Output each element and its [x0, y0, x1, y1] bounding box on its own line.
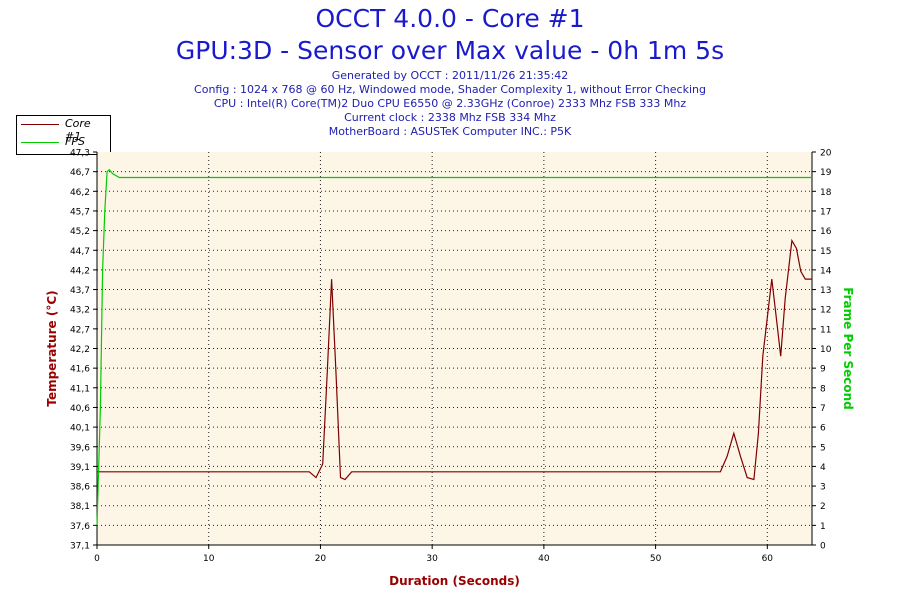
y-left-tick-label: 40,1	[70, 424, 90, 434]
legend-label-fps: FPS	[65, 135, 85, 148]
y-left-tick-label: 41,6	[70, 365, 90, 375]
x-tick-label: 50	[650, 554, 662, 564]
y-right-tick-label: 4	[820, 463, 826, 473]
y-left-tick-label: 43,7	[70, 286, 90, 296]
legend-swatch-core1	[21, 124, 59, 125]
y-left-tick-label: 46,7	[70, 168, 90, 178]
x-tick-label: 20	[315, 554, 327, 564]
x-tick-label: 0	[94, 554, 100, 564]
info-motherboard: MotherBoard : ASUSTeK Computer INC.: P5K	[328, 125, 572, 138]
y-right-tick-label: 1	[820, 522, 826, 532]
chart-subtitle: GPU:3D - Sensor over Max value - 0h 1m 5…	[175, 36, 725, 65]
y-left-tick-label: 45,7	[70, 207, 90, 217]
y-right-tick-label: 18	[820, 188, 832, 198]
chart-legend: Core #1 FPS	[16, 115, 111, 155]
y-right-tick-label: 17	[820, 207, 831, 217]
y-left-tick-label: 37,1	[70, 542, 90, 552]
y-left-tick-label: 38,6	[70, 483, 90, 493]
legend-item-fps: FPS	[17, 134, 110, 152]
info-cpu: CPU : Intel(R) Core(TM)2 Duo CPU E6550 @…	[213, 97, 687, 110]
y-right-tick-label: 6	[820, 424, 826, 434]
y-left-tick-label: 39,6	[70, 443, 90, 453]
x-tick-label: 10	[203, 554, 215, 564]
y-right-tick-label: 16	[820, 227, 832, 237]
legend-label-core1: Core #1	[65, 117, 91, 143]
core1-series-line	[97, 238, 812, 481]
y-right-tick-label: 8	[820, 384, 826, 394]
y-right-tick-label: 19	[820, 168, 832, 178]
y-right-tick-label: 20	[820, 149, 832, 159]
y-right-tick-label: 10	[820, 345, 832, 355]
y-right-tick-label: 2	[820, 502, 826, 512]
y-right-tick-label: 11	[820, 325, 831, 335]
x-tick-label: 30	[426, 554, 438, 564]
chart-title: OCCT 4.0.0 - Core #1	[315, 4, 585, 33]
y-left-tick-label: 38,1	[70, 502, 90, 512]
y-left-tick-label: 47,3	[70, 149, 90, 159]
y-left-tick-label: 44,7	[70, 247, 90, 257]
y-left-tick-label: 37,6	[70, 522, 90, 532]
y-right-tick-label: 7	[820, 404, 826, 414]
y-left-tick-label: 42,2	[70, 345, 90, 355]
y-right-tick-label: 15	[820, 247, 831, 257]
plot-area	[97, 152, 812, 545]
legend-swatch-fps	[21, 142, 59, 143]
x-tick-label: 40	[538, 554, 550, 564]
legend-item-core1: Core #1	[17, 116, 110, 143]
info-config: Config : 1024 x 768 @ 60 Hz, Windowed mo…	[194, 83, 706, 96]
y-right-tick-label: 12	[820, 306, 831, 316]
info-clock: Current clock : 2338 Mhz FSB 334 Mhz	[344, 111, 556, 124]
y-right-tick-label: 14	[820, 266, 832, 276]
y-right-tick-label: 3	[820, 483, 826, 493]
y-left-tick-label: 39,1	[70, 463, 90, 473]
x-tick-label: 60	[762, 554, 774, 564]
y-left-tick-label: 43,2	[70, 306, 90, 316]
y-right-tick-label: 0	[820, 542, 826, 552]
y-right-tick-label: 5	[820, 443, 826, 453]
y-left-tick-label: 42,7	[70, 325, 90, 335]
y-left-tick-label: 41,1	[70, 384, 90, 394]
info-generated: Generated by OCCT : 2011/11/26 21:35:42	[331, 69, 569, 82]
y-left-axis-title: Temperature (°C)	[45, 290, 59, 406]
y-left-tick-label: 46,2	[70, 188, 90, 198]
y-left-tick-label: 45,2	[70, 227, 90, 237]
y-right-axis-title: Frame Per Second	[841, 287, 855, 410]
y-left-tick-label: 40,6	[70, 404, 90, 414]
y-left-tick-label: 44,2	[70, 266, 90, 276]
y-right-tick-label: 9	[820, 365, 826, 375]
y-right-tick-label: 13	[820, 286, 831, 296]
x-axis-title: Duration (Seconds)	[389, 574, 520, 588]
fps-series-line	[96, 168, 812, 526]
